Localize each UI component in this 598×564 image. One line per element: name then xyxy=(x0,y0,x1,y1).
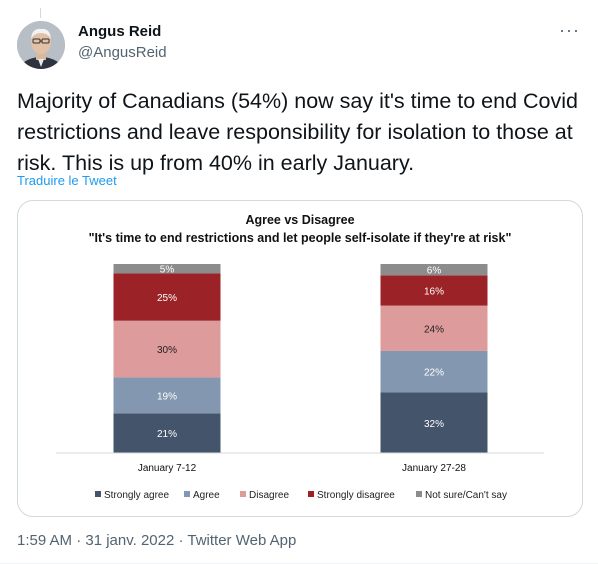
tweet-text: Majority of Canadians (54%) now say it's… xyxy=(17,89,578,175)
more-options-button[interactable]: ··· xyxy=(559,20,580,41)
data-label: 22% xyxy=(424,368,444,379)
data-label: 19% xyxy=(157,391,177,402)
chart-title: Agree vs Disagree xyxy=(245,213,355,227)
bar-segment xyxy=(113,413,221,453)
data-label: 16% xyxy=(424,286,444,297)
data-label: 5% xyxy=(160,265,175,276)
data-label: 6% xyxy=(427,266,442,277)
category-label: January 7-12 xyxy=(138,463,197,474)
stacked-bar-chart: 21% 19% 30% 25% 5% January 7-12 32% 22% 24% 16% 6%… xyxy=(56,264,544,501)
bar-segment xyxy=(380,275,488,306)
data-label: 24% xyxy=(424,324,444,335)
legend-label: Agree xyxy=(193,490,220,501)
legend-swatch xyxy=(184,491,190,497)
bar-segment xyxy=(113,273,221,321)
data-label: 32% xyxy=(424,419,444,430)
category-label: January 27-28 xyxy=(402,463,466,474)
bar-segment xyxy=(113,264,221,274)
legend-swatch xyxy=(95,491,101,497)
bar-segment xyxy=(113,377,221,414)
bar-segment xyxy=(380,350,488,393)
legend-label: Strongly disagree xyxy=(317,490,395,501)
avatar[interactable] xyxy=(17,21,65,69)
bar-segment xyxy=(113,320,221,378)
data-label: 25% xyxy=(157,293,177,304)
more-horizontal-icon: ··· xyxy=(559,20,580,40)
chart-image-card[interactable]: Agree vs Disagree "It's time to end rest… xyxy=(17,200,583,517)
data-label: 30% xyxy=(157,345,177,356)
bar-segment xyxy=(380,305,488,351)
tweet-timestamp[interactable]: 1:59 AM · 31 janv. 2022 · Twitter Web Ap… xyxy=(17,532,297,549)
thread-line xyxy=(40,8,41,18)
data-label: 21% xyxy=(157,429,177,440)
author-handle[interactable]: @AngusReid xyxy=(78,44,167,61)
bar-segment xyxy=(380,392,488,453)
chart-subtitle: "It's time to end restrictions and let p… xyxy=(88,231,512,245)
bar-segment xyxy=(380,264,488,276)
translate-tweet-link[interactable]: Traduire le Tweet xyxy=(17,173,117,188)
author-name[interactable]: Angus Reid xyxy=(78,23,162,40)
legend-label: Disagree xyxy=(249,490,289,501)
legend-swatch xyxy=(308,491,314,497)
legend-label: Strongly agree xyxy=(104,490,169,501)
legend-label: Not sure/Can't say xyxy=(425,490,507,501)
legend-swatch xyxy=(416,491,422,497)
avatar-image xyxy=(17,21,65,69)
legend-swatch xyxy=(240,491,246,497)
